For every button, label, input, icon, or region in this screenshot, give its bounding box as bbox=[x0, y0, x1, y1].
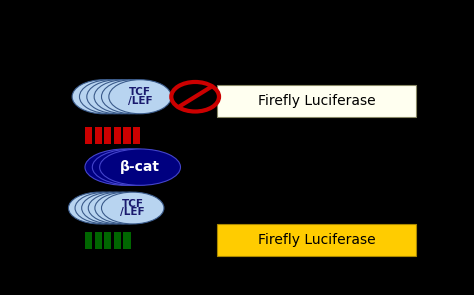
Ellipse shape bbox=[94, 80, 156, 114]
FancyBboxPatch shape bbox=[85, 232, 92, 249]
Text: Firefly Luciferase: Firefly Luciferase bbox=[257, 233, 375, 247]
Ellipse shape bbox=[68, 192, 131, 224]
Ellipse shape bbox=[87, 80, 149, 114]
Ellipse shape bbox=[101, 80, 164, 114]
Text: TCF
/LEF: TCF /LEF bbox=[128, 87, 152, 106]
Ellipse shape bbox=[100, 149, 181, 185]
Ellipse shape bbox=[88, 192, 151, 224]
FancyBboxPatch shape bbox=[94, 127, 102, 145]
Ellipse shape bbox=[80, 80, 142, 114]
FancyBboxPatch shape bbox=[217, 224, 416, 256]
FancyBboxPatch shape bbox=[114, 127, 121, 145]
FancyBboxPatch shape bbox=[104, 127, 111, 145]
Text: TCF
/LEF: TCF /LEF bbox=[120, 199, 145, 217]
FancyBboxPatch shape bbox=[133, 127, 140, 145]
FancyBboxPatch shape bbox=[114, 232, 121, 249]
Ellipse shape bbox=[72, 80, 135, 114]
FancyBboxPatch shape bbox=[123, 127, 130, 145]
Ellipse shape bbox=[85, 149, 166, 185]
FancyBboxPatch shape bbox=[217, 85, 416, 117]
Ellipse shape bbox=[82, 192, 144, 224]
Text: β-cat: β-cat bbox=[120, 160, 160, 174]
Ellipse shape bbox=[92, 149, 173, 185]
Ellipse shape bbox=[75, 192, 137, 224]
Ellipse shape bbox=[109, 80, 171, 114]
FancyBboxPatch shape bbox=[85, 127, 92, 145]
Text: Firefly Luciferase: Firefly Luciferase bbox=[257, 94, 375, 108]
Ellipse shape bbox=[95, 192, 157, 224]
FancyBboxPatch shape bbox=[104, 232, 111, 249]
FancyBboxPatch shape bbox=[94, 232, 102, 249]
Ellipse shape bbox=[101, 192, 164, 224]
FancyBboxPatch shape bbox=[123, 232, 130, 249]
